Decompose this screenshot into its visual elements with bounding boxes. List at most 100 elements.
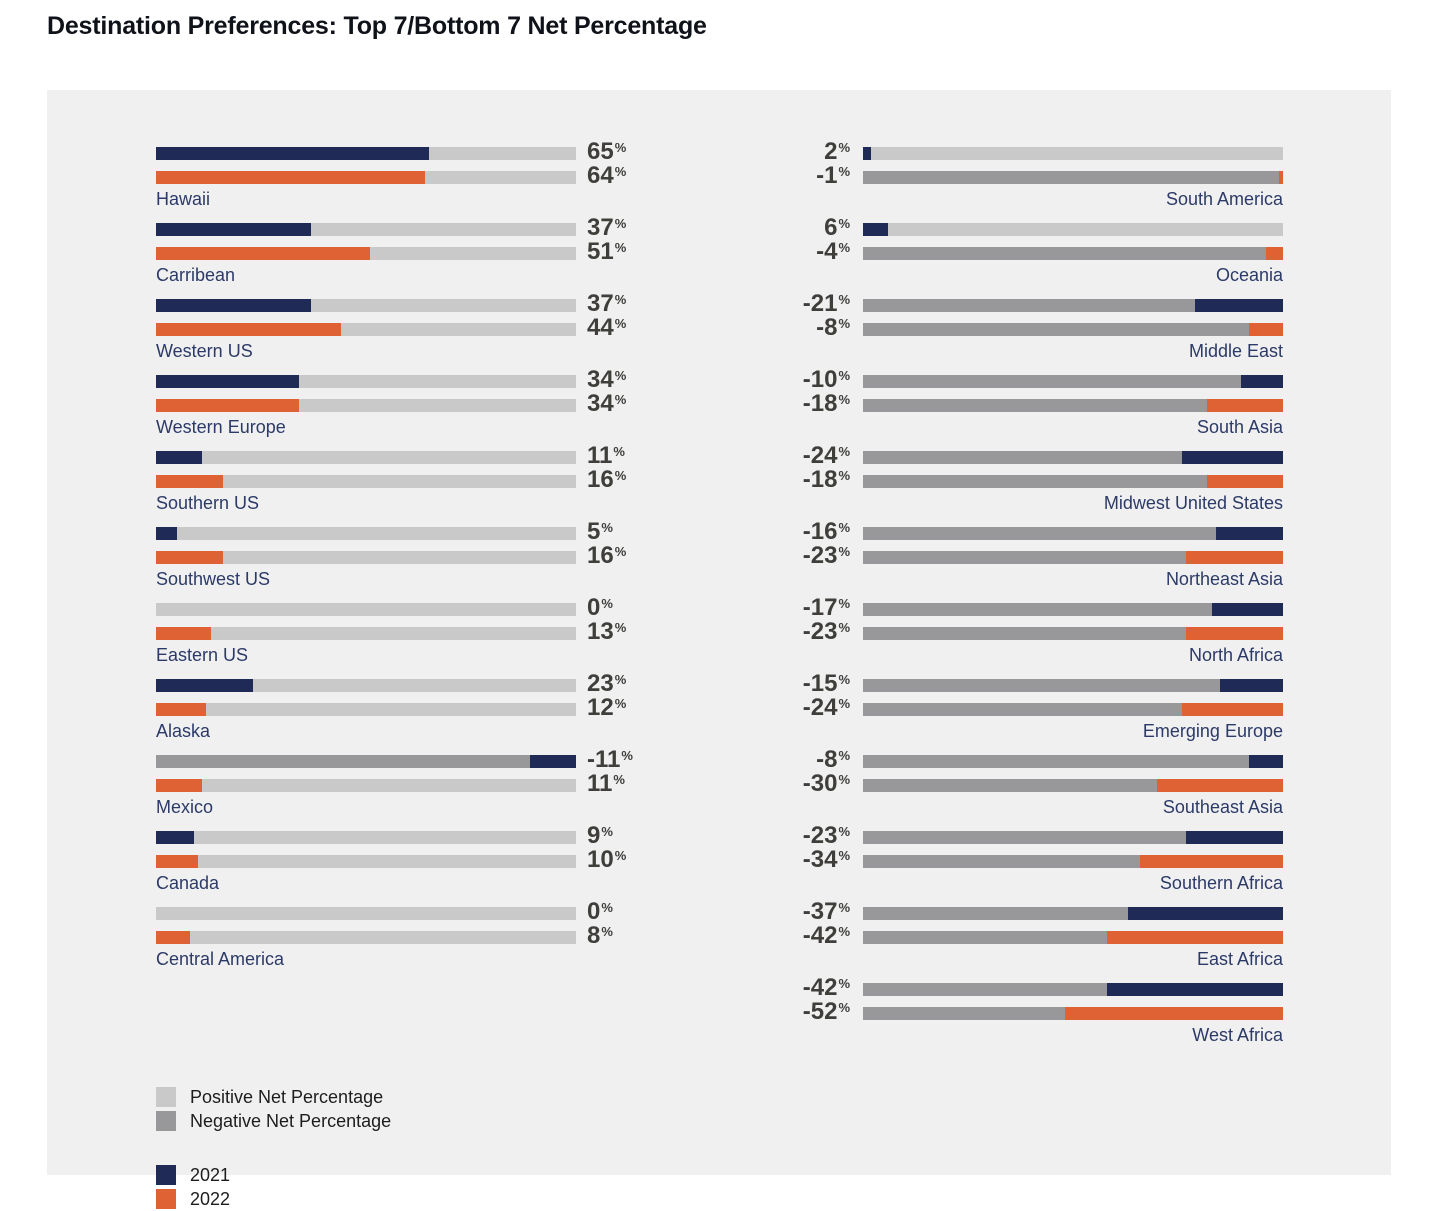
bar-fill-2021 [156, 526, 177, 540]
destination-group: 34% 34% Western Europe [156, 365, 648, 437]
bar-row-2021: -15% [794, 671, 1283, 697]
bar-row-2022: 16% [156, 541, 648, 569]
value-label-2021: 34% [587, 365, 627, 393]
bar-row-2021: 37% [156, 289, 648, 317]
percent-sign: % [614, 619, 627, 635]
destination-group: -10% -18% South Asia [794, 367, 1283, 437]
value-label-2022: 11% [587, 769, 625, 797]
bar-row-2022: -30% [794, 771, 1283, 797]
percent-sign: % [614, 467, 627, 483]
bar-fill-2022 [1249, 322, 1283, 336]
destination-group: -15% -24% Emerging Europe [794, 671, 1283, 741]
bar-fill-2021 [1249, 754, 1283, 768]
positive-bar-track [156, 550, 576, 564]
bar-fill-2021 [156, 678, 253, 692]
bar-row-2021: 2% [794, 137, 1283, 165]
destination-label: Southwest US [156, 569, 271, 589]
destination-group: -21% -8% Middle East [794, 291, 1283, 361]
bar-fill-2022 [156, 322, 341, 336]
bar-fill-2021 [156, 222, 312, 236]
percent-sign: % [838, 519, 850, 535]
bar-row-2021: 5% [156, 517, 648, 545]
percent-sign: % [838, 291, 850, 307]
destination-group: 0% 8% Central America [156, 897, 648, 969]
positive-bar-track [863, 222, 1283, 236]
bar-row-2022: 34% [156, 391, 648, 417]
percent-sign: % [838, 163, 850, 179]
page-title: Destination Preferences: Top 7/Bottom 7 … [47, 12, 707, 40]
bar-fill-2021 [1241, 374, 1283, 388]
bar-row-2021: 34% [156, 365, 648, 393]
percent-sign: % [838, 543, 850, 559]
percent-sign: % [614, 291, 627, 307]
bar-row-2022: 11% [156, 769, 648, 797]
negative-bar-track [156, 754, 576, 768]
bar-fill-2022 [156, 474, 224, 488]
destination-label: East Africa [1196, 949, 1283, 969]
destination-group: 0% 13% Eastern US [156, 595, 648, 665]
value-label-2021: -42% [802, 973, 850, 1001]
percent-sign: % [614, 695, 627, 711]
value-label-2022: 64% [587, 161, 627, 189]
percent-sign: % [614, 391, 627, 407]
value-label-2022: 16% [587, 465, 627, 493]
track-legend: Positive Net Percentage Negative Net Per… [156, 1085, 1283, 1133]
positive-bar-track [156, 146, 576, 160]
negative-bar-track [863, 754, 1283, 768]
negative-bar-track [863, 398, 1283, 412]
negative-bar-track [863, 906, 1283, 920]
bar-row-2022: -8% [794, 315, 1283, 341]
negative-bar-track [863, 374, 1283, 388]
value-label-2022: -18% [802, 389, 850, 417]
value-label-2021: 5% [587, 517, 613, 545]
percent-sign: % [614, 543, 627, 559]
bar-row-2022: 10% [156, 847, 648, 873]
negative-bar-track [863, 778, 1283, 792]
value-label-2021: 2% [824, 137, 850, 165]
positive-bar-track [156, 222, 576, 236]
bar-row-2022: -4% [794, 239, 1283, 265]
bar-row-2022: 8% [156, 923, 648, 949]
percent-sign: % [838, 899, 850, 915]
destination-label: Western Europe [156, 417, 286, 437]
negative-bar-track [863, 170, 1283, 184]
value-label-2022: 16% [587, 541, 627, 569]
value-label-2021: 37% [587, 289, 627, 317]
legend-label-2022: 2022 [190, 1188, 231, 1209]
percent-sign: % [838, 215, 850, 231]
positive-bar-track [156, 398, 576, 412]
destination-label: Mexico [156, 797, 214, 817]
bar-fill-2022 [1157, 778, 1283, 792]
positive-bar-track [156, 246, 576, 260]
percent-sign: % [838, 595, 850, 611]
destination-group: -37% -42% East Africa [794, 899, 1283, 969]
percent-sign: % [601, 899, 613, 915]
value-label-2022: -18% [802, 465, 850, 493]
value-label-2021: 37% [587, 213, 627, 241]
bar-fill-2022 [156, 246, 371, 260]
bar-row-2021: -24% [794, 443, 1283, 469]
negative-bar-track [863, 930, 1283, 944]
negative-bar-track [863, 602, 1283, 616]
legend-row-negative: Negative Net Percentage [156, 1109, 1283, 1133]
legend-label-negative: Negative Net Percentage [190, 1110, 392, 1131]
percent-sign: % [838, 391, 850, 407]
bar-fill-2021 [156, 298, 312, 312]
bar-row-2021: 37% [156, 213, 648, 241]
destination-label: North Africa [1188, 645, 1283, 665]
bar-row-2021: -11% [156, 747, 648, 773]
bar-row-2021: -8% [794, 747, 1283, 773]
destination-label: Southern US [156, 493, 260, 513]
bar-row-2022: 64% [156, 161, 648, 189]
value-label-2021: 0% [587, 897, 613, 925]
destination-label: South America [1165, 189, 1283, 209]
percent-sign: % [621, 747, 633, 763]
bar-row-2022: -1% [794, 163, 1283, 189]
bar-fill-2022 [156, 170, 425, 184]
value-label-2022: -23% [802, 617, 850, 645]
destination-group: 2% -1% South America [794, 137, 1283, 209]
percent-sign: % [614, 163, 627, 179]
bar-fill-2022 [156, 702, 207, 716]
percent-sign: % [838, 823, 850, 839]
value-label-2021: 65% [587, 137, 627, 165]
